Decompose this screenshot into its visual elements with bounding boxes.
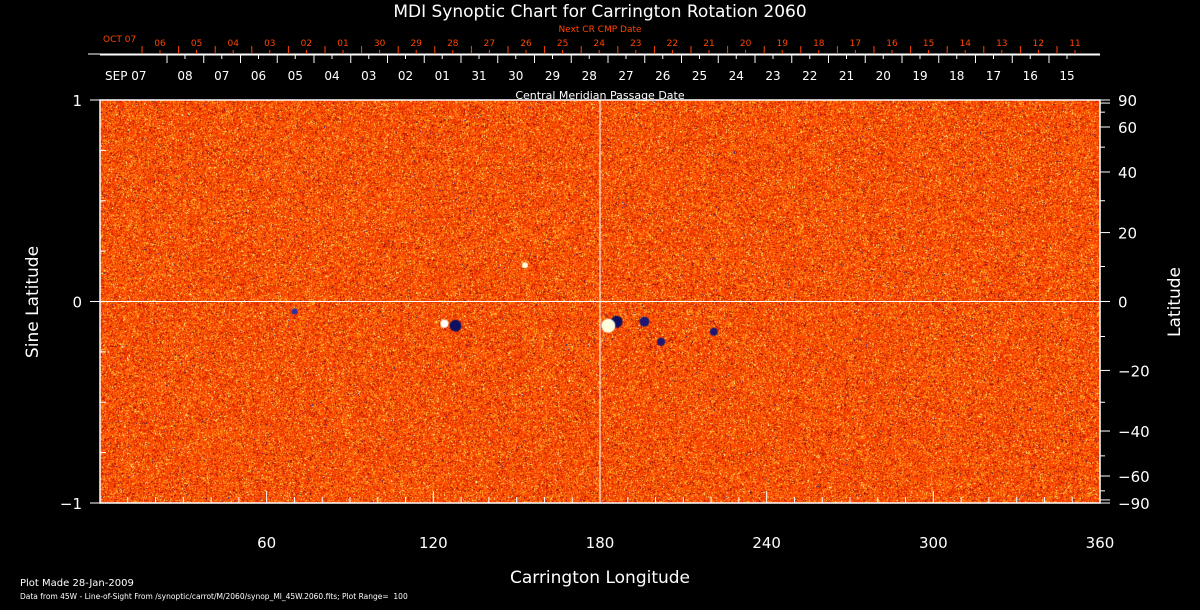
next-cmp-date-label: 06 [154, 39, 166, 49]
cmp-date-label: 29 [545, 69, 560, 83]
data-source-note: Data from 45W - Line-of-Sight From /syno… [20, 592, 408, 601]
cmp-date-label: 08 [177, 69, 192, 83]
next-cmp-date-label: 04 [227, 39, 239, 49]
next-cmp-date-label: 18 [813, 39, 825, 49]
cmp-date-label: 02 [398, 69, 413, 83]
y-tick-label-right: −40 [1118, 423, 1150, 441]
cmp-date-label: 30 [508, 69, 523, 83]
y-tick-label-right: 90 [1118, 92, 1137, 110]
x-tick-label: 360 [1086, 534, 1115, 552]
x-axis-label: Carrington Longitude [510, 568, 690, 588]
y-tick-label-left: 1 [72, 92, 82, 110]
next-cmp-date-label: 21 [703, 39, 714, 49]
x-tick-label: 180 [586, 534, 615, 552]
cmp-date-label: 28 [582, 69, 597, 83]
y-tick-label-right: −20 [1118, 362, 1150, 380]
cmp-date-label: 26 [655, 69, 670, 83]
next-cmp-date-label: 17 [850, 39, 861, 49]
y-tick-label-right: 60 [1118, 119, 1137, 137]
next-cmp-date-label: 11 [1069, 39, 1080, 49]
next-cmp-date-label: 28 [447, 39, 459, 49]
next-cmp-date-label: 30 [374, 39, 386, 49]
cmp-date-label: 15 [1059, 69, 1074, 83]
cmp-date-label: 19 [912, 69, 927, 83]
cmp-date-label: 22 [802, 69, 817, 83]
next-cmp-date-label: 05 [191, 39, 202, 49]
y-tick-label-left: −1 [60, 495, 82, 513]
x-tick-label: 240 [752, 534, 781, 552]
cmp-date-label: 16 [1023, 69, 1038, 83]
y-tick-label-right: −90 [1118, 495, 1150, 513]
next-axis-label: Next CR CMP Date [558, 25, 642, 35]
next-cmp-date-label: 03 [264, 39, 275, 49]
next-cmp-date-label: 24 [593, 39, 605, 49]
next-cmp-date-label: 14 [959, 39, 971, 49]
x-tick-label: 60 [257, 534, 276, 552]
top-axis-label: Central Meridian Passage Date [515, 89, 684, 102]
cmp-date-label: 23 [765, 69, 780, 83]
cmp-date-label: 06 [251, 69, 266, 83]
next-cmp-date-label: 02 [301, 39, 312, 49]
x-tick-label: 300 [919, 534, 948, 552]
x-tick-label: 120 [419, 534, 448, 552]
cmp-date-label: 03 [361, 69, 376, 83]
next-cmp-date-label: 01 [337, 39, 348, 49]
top-axis-start: SEP 07 [105, 69, 147, 83]
y-tick-label-right: 20 [1118, 225, 1137, 243]
cmp-date-label: 25 [692, 69, 707, 83]
next-cmp-date-label: 12 [1033, 39, 1044, 49]
cmp-date-label: 24 [729, 69, 744, 83]
next-cmp-date-label: 26 [520, 39, 532, 49]
cmp-date-label: 27 [618, 69, 633, 83]
y-tick-label-right: −60 [1118, 468, 1150, 486]
cmp-date-label: 18 [949, 69, 964, 83]
plot-made-note: Plot Made 28-Jan-2009 [20, 578, 134, 589]
next-cmp-date-label: 19 [776, 39, 788, 49]
next-cmp-date-label: 23 [630, 39, 641, 49]
next-cmp-date-label: 22 [667, 39, 678, 49]
next-axis-start: OCT 07 [103, 35, 136, 45]
next-cmp-date-label: 29 [410, 39, 422, 49]
cmp-date-label: 05 [288, 69, 303, 83]
next-cmp-date-label: 27 [484, 39, 495, 49]
next-cmp-date-label: 20 [740, 39, 752, 49]
y-tick-label-left: 0 [72, 294, 82, 312]
next-cmp-date-label: 25 [557, 39, 568, 49]
next-cmp-date-label: 16 [886, 39, 898, 49]
cmp-date-label: 31 [471, 69, 486, 83]
y-axis-label-left: Sine Latitude [23, 246, 43, 358]
cmp-date-label: 20 [876, 69, 891, 83]
cmp-date-label: 01 [435, 69, 450, 83]
next-cmp-date-label: 15 [923, 39, 934, 49]
y-tick-label-right: 40 [1118, 164, 1137, 182]
cmp-date-label: 17 [986, 69, 1001, 83]
chart-title: MDI Synoptic Chart for Carrington Rotati… [393, 2, 806, 22]
next-cmp-date-label: 13 [996, 39, 1007, 49]
y-axis-label-right: Latitude [1165, 267, 1185, 337]
cmp-date-label: 07 [214, 69, 229, 83]
y-tick-label-right: 0 [1118, 294, 1128, 312]
cmp-date-label: 04 [324, 69, 339, 83]
cmp-date-label: 21 [839, 69, 854, 83]
